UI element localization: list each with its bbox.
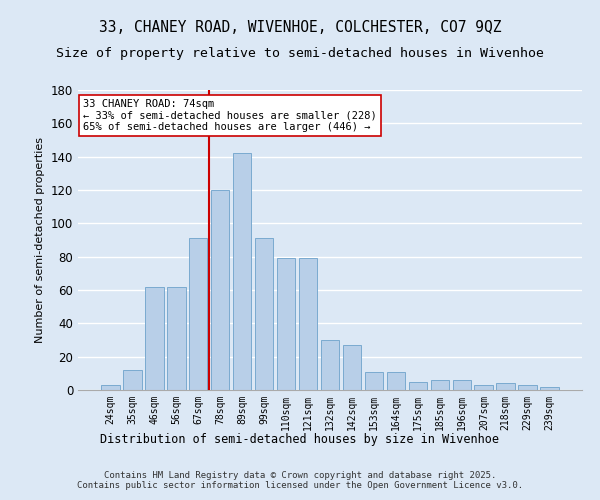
Bar [541,386,559,390]
Bar [343,345,361,390]
Bar [431,380,449,390]
Bar [409,382,427,390]
Bar [475,385,493,390]
Bar [320,340,340,390]
Bar [101,385,119,390]
Bar [277,258,295,390]
Bar [255,238,274,390]
Bar [386,372,405,390]
Bar [518,385,537,390]
Text: Contains HM Land Registry data © Crown copyright and database right 2025.
Contai: Contains HM Land Registry data © Crown c… [77,470,523,490]
Bar [189,238,208,390]
Bar [365,372,383,390]
Bar [299,258,317,390]
Y-axis label: Number of semi-detached properties: Number of semi-detached properties [35,137,45,343]
Bar [211,190,229,390]
Text: Distribution of semi-detached houses by size in Wivenhoe: Distribution of semi-detached houses by … [101,432,499,446]
Text: 33 CHANEY ROAD: 74sqm
← 33% of semi-detached houses are smaller (228)
65% of sem: 33 CHANEY ROAD: 74sqm ← 33% of semi-deta… [83,99,377,132]
Bar [145,286,164,390]
Text: Size of property relative to semi-detached houses in Wivenhoe: Size of property relative to semi-detach… [56,48,544,60]
Bar [496,384,515,390]
Bar [167,286,185,390]
Bar [452,380,471,390]
Text: 33, CHANEY ROAD, WIVENHOE, COLCHESTER, CO7 9QZ: 33, CHANEY ROAD, WIVENHOE, COLCHESTER, C… [99,20,501,35]
Bar [233,154,251,390]
Bar [123,370,142,390]
